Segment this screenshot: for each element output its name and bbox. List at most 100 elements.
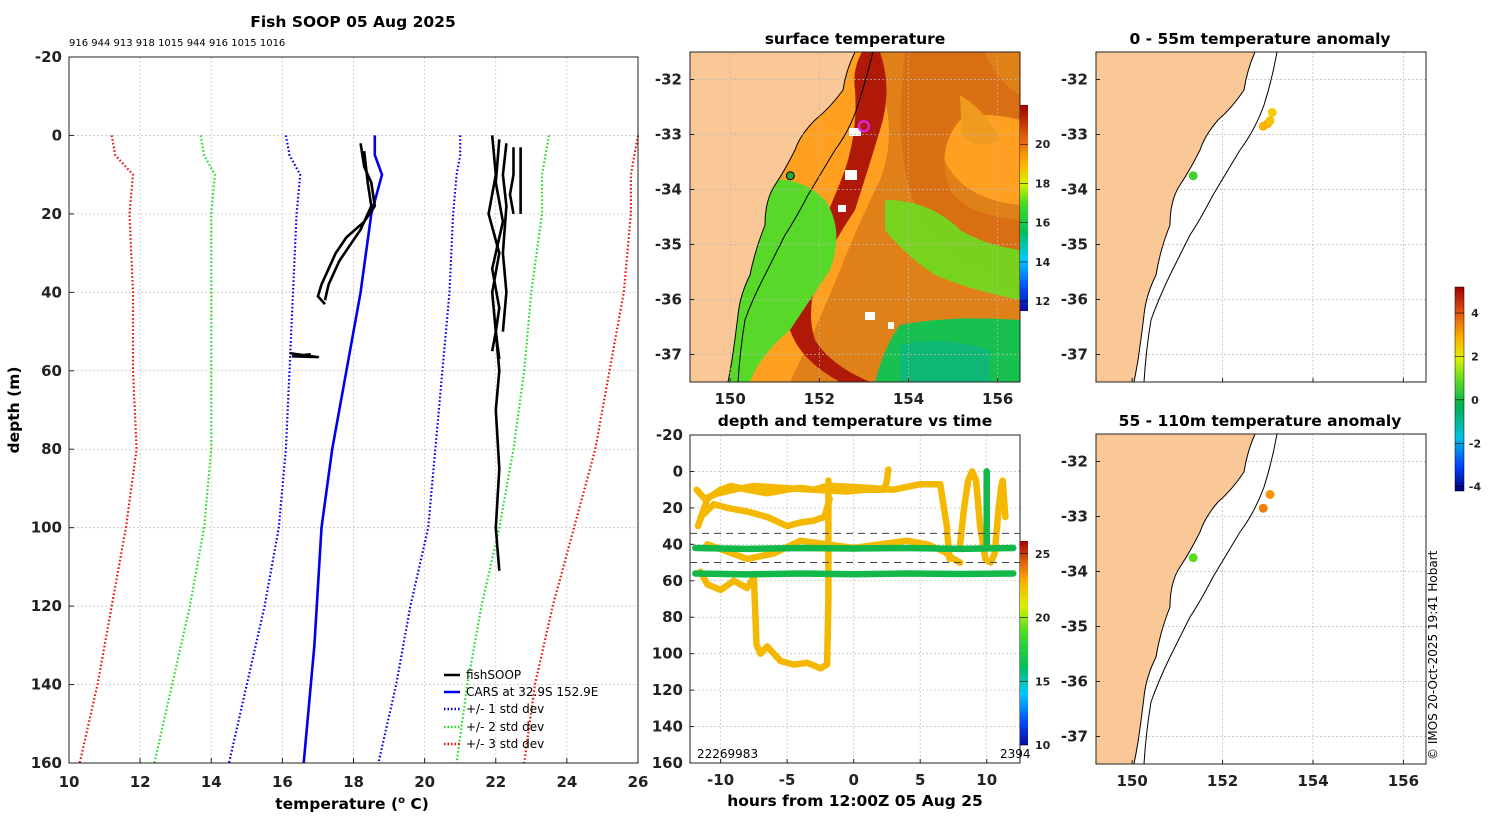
- profile-series-fishsoop-22c-c: [501, 143, 508, 332]
- anomaly-55-110-ytick-label: -34: [1061, 563, 1088, 581]
- sst-grid: [690, 52, 1020, 382]
- anomaly-55-110-xtick-label: 154: [1297, 772, 1328, 790]
- td-ytick-label: 80: [662, 608, 683, 626]
- profile-xtick-label: 22: [485, 773, 506, 791]
- sst-xtick-label: 154: [893, 390, 924, 408]
- legend-std3: +/- 3 std dev: [466, 737, 544, 751]
- sst-ytick-label: -35: [655, 236, 682, 254]
- sst-coastline: [727, 52, 856, 382]
- anomaly-55-110-ytick-label: -32: [1061, 453, 1088, 471]
- sst-colorbar: [1020, 105, 1028, 311]
- credit-text: © IMOS 20-Oct-2025 19:41 Hobart: [1426, 550, 1440, 760]
- profile-xtick-label: 18: [343, 773, 364, 791]
- anomaly-55-110-title: 55 - 110m temperature anomaly: [1119, 412, 1402, 430]
- td-tracks: [692, 466, 1017, 672]
- sst-cloud-5: [849, 128, 861, 136]
- sst-cool-tongue: [885, 200, 1020, 300]
- td-bottom-label-left: 22269983: [697, 747, 758, 761]
- sst-cloud-4: [888, 322, 894, 329]
- sst-map-panel: surface temperature 150 152 154 156 -32 -33 -3…: [655, 30, 1051, 408]
- td-track-warm-surface-track-b: [694, 480, 953, 563]
- sst-ytick-label: -37: [655, 346, 682, 364]
- profile-series-fishsoop-22c-d: [508, 147, 515, 215]
- anomaly-55-110-map: [1096, 434, 1278, 764]
- td-ytick-label: 40: [662, 535, 683, 553]
- sst-ytick-label: -36: [655, 291, 682, 309]
- anomaly-55-110-frame: [1095, 433, 1427, 765]
- sst-ytick-label: -32: [655, 71, 682, 89]
- profile-ytick-label: 100: [31, 519, 62, 537]
- sst-eddy: [901, 52, 1020, 300]
- profile-ytick-label: -20: [35, 48, 62, 66]
- td-colorbar-ticks: 10 15 20 25: [1020, 548, 1051, 752]
- profile-series--3-std: [523, 135, 640, 764]
- anomaly-0-55-title: 0 - 55m temperature anomaly: [1129, 30, 1390, 48]
- td-track-cold-band-56m: [692, 570, 1017, 578]
- profile-ytick-label: 20: [41, 205, 62, 223]
- profile-legend: fishSOOP CARS at 32.9S 152.9E +/- 1 std …: [444, 668, 598, 751]
- sst-xtick-label: 150: [714, 390, 745, 408]
- td-xtick-label: 10: [976, 771, 997, 789]
- anomaly-colorbar-tick-label: 2: [1471, 350, 1479, 363]
- anomaly-colorbar-tick-label: 0: [1471, 394, 1479, 407]
- profile-lines: [78, 135, 640, 764]
- sst-colorbar-tick-label: 14: [1035, 256, 1051, 269]
- anomaly-55-110-point: [1265, 490, 1275, 499]
- anomaly-0-55-ytick-label: -32: [1061, 71, 1088, 89]
- anomaly-colorbar-tick-label: -2: [1469, 437, 1481, 450]
- anomaly-55-110-xtick-label: 152: [1207, 772, 1238, 790]
- td-ytick-label: 100: [652, 645, 683, 663]
- td-ticks: -10 -5 0 5 10 -20 0 20 40 60 80 100 120 140 160: [652, 426, 997, 789]
- anomaly-colorbar: [1454, 286, 1465, 492]
- anomaly-55-110-ytick-label: -35: [1061, 618, 1088, 636]
- profile-ytick-label: 40: [41, 283, 62, 301]
- anomaly-55-110-ticks: 150 152 154 156 -32 -33 -34 -35 -36 -37: [1061, 453, 1419, 791]
- sst-isobath: [737, 52, 874, 382]
- sst-colorbar-tick-label: 16: [1035, 217, 1051, 230]
- profile-series--3-std: [78, 135, 138, 764]
- anomaly-0-55-point: [1267, 108, 1277, 117]
- profile-grid: [68, 56, 639, 764]
- profile-ytick-label: 120: [31, 597, 62, 615]
- profile-ytick-label: 60: [41, 362, 62, 380]
- sst-south-cold: [900, 341, 990, 382]
- profile-xtick-label: 26: [628, 773, 649, 791]
- sst-cloud-2: [838, 205, 846, 212]
- profile-series-fishsoop-56m: [289, 351, 320, 359]
- profile-cast-ids: 916 944 913 918 1015 944 916 1015 1016: [69, 38, 285, 49]
- anomaly-55-110-grid: [1096, 434, 1426, 764]
- anomaly-colorbar-ticks: -4 -2 0 2 4: [1455, 307, 1481, 494]
- anomaly-55-110-xtick-label: 156: [1388, 772, 1419, 790]
- legend-cars: CARS at 32.9S 152.9E: [466, 685, 598, 699]
- anomaly-colorbar-tick-label: 4: [1471, 307, 1479, 320]
- profile-series-fishsoop-deep: [494, 331, 501, 571]
- legend-std2: +/- 2 std dev: [466, 720, 544, 734]
- anomaly-55-110-land: [1096, 434, 1255, 764]
- td-colorbar-tick-label: 20: [1035, 612, 1051, 625]
- profile-ytick-label: 80: [41, 440, 62, 458]
- anomaly-0-55-ytick-label: -37: [1061, 346, 1088, 364]
- anomaly-0-55-coastline: [1133, 52, 1256, 382]
- sst-markers: [785, 120, 871, 181]
- profile-ytick-label: 160: [31, 754, 62, 772]
- profile-series-fishsoop-cast-1: [316, 143, 377, 305]
- sst-ytick-label: -34: [655, 181, 682, 199]
- profile-series-fishsoop-22c-b: [490, 139, 505, 360]
- anomaly-55-110-ytick-label: -33: [1061, 508, 1088, 526]
- profile-series--2-std: [153, 135, 216, 764]
- sst-colorbar-tick-label: 18: [1035, 177, 1050, 190]
- profile-xtick-label: 16: [272, 773, 293, 791]
- profile-series--1-std: [227, 135, 302, 764]
- td-xlabel: hours from 12:00Z 05 Aug 25: [727, 792, 983, 810]
- anomaly-55-110-point: [1258, 503, 1268, 513]
- anomaly-0-55-ytick-label: -35: [1061, 236, 1088, 254]
- anomaly-55-110-points: [1188, 490, 1275, 563]
- sst-xtick-label: 152: [804, 390, 835, 408]
- anomaly-0-55-land: [1096, 52, 1255, 382]
- legend-std1: +/- 1 std dev: [466, 702, 544, 716]
- anomaly-0-55-panel: 0 - 55m temperature anomaly -32 -33 -34 -35…: [1061, 30, 1427, 383]
- td-xtick-label: -5: [779, 771, 796, 789]
- td-colorbar-tick-label: 10: [1035, 739, 1051, 752]
- td-ytick-label: 120: [652, 681, 683, 699]
